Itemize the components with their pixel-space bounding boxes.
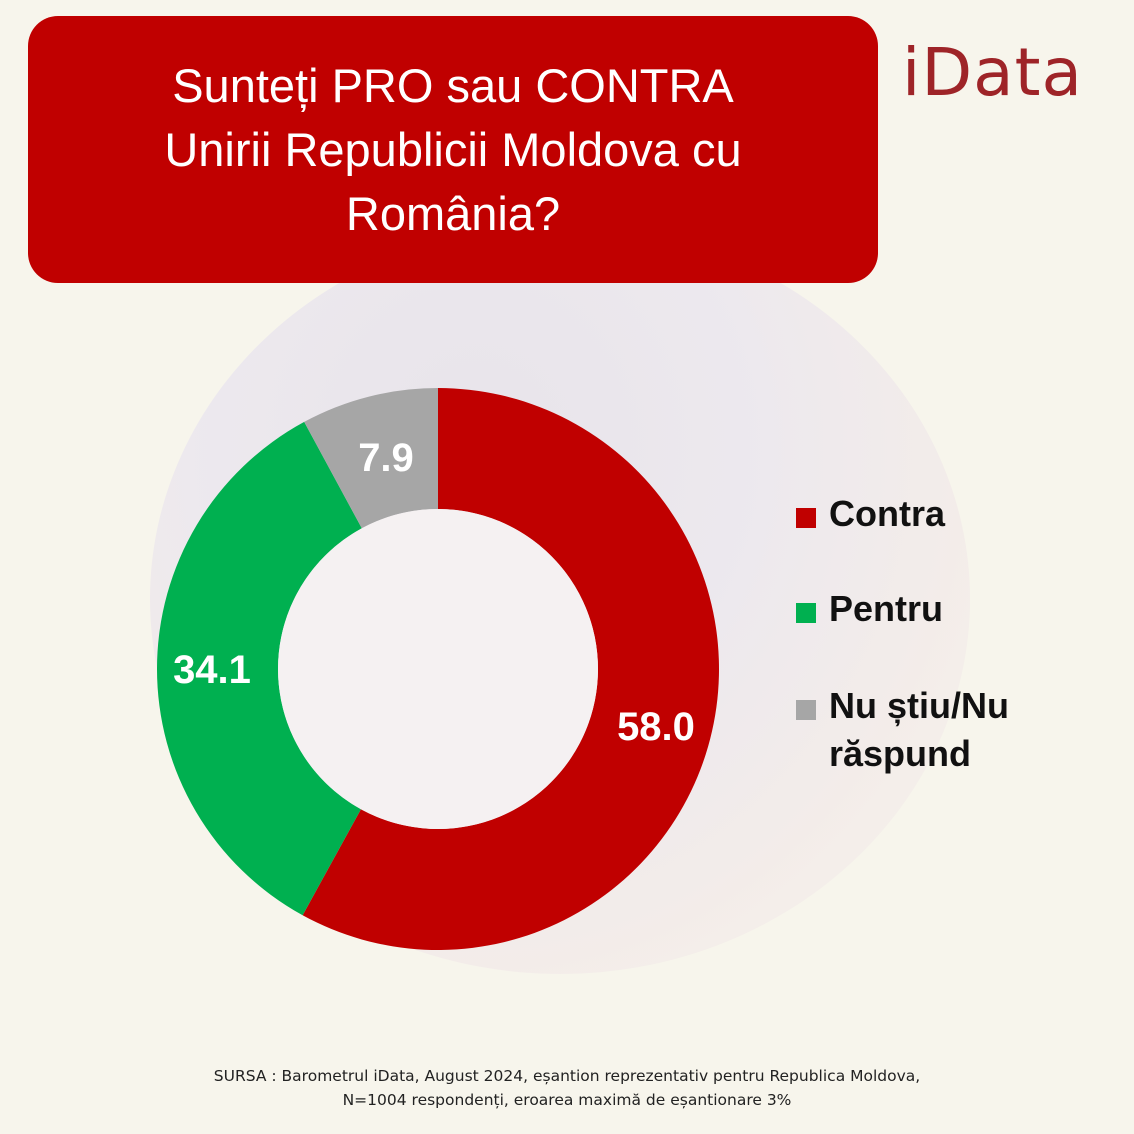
donut-slice-pentru xyxy=(156,421,362,916)
legend-label-contra: Contra xyxy=(829,493,945,534)
donut-slice-contra xyxy=(302,388,720,951)
donut-slice-nu-stiu xyxy=(304,388,438,529)
donut-hole xyxy=(278,509,598,829)
legend-swatch-contra xyxy=(796,508,816,528)
legend-item-pentru: Pentru xyxy=(796,585,1079,633)
title-line-3: România? xyxy=(345,186,561,240)
source-line-2: N=1004 respondenți, eroarea maximă de eș… xyxy=(342,1091,792,1109)
legend-item-nu-stiu: Nu știu/Nu răspund xyxy=(796,682,1079,778)
source-note: SURSA : Barometrul iData, August 2024, e… xyxy=(0,1064,1134,1112)
legend-swatch-pentru xyxy=(796,603,816,623)
source-line-1: SURSA : Barometrul iData, August 2024, e… xyxy=(213,1067,921,1085)
data-label-pentru: 34.1 xyxy=(173,648,251,692)
title-line-1: Sunteți PRO sau CONTRA xyxy=(172,58,734,112)
legend-swatch-nu-stiu xyxy=(796,700,816,720)
legend-item-contra: Contra xyxy=(796,490,1079,538)
title-line-2: Unirii Republicii Moldova cu xyxy=(164,122,742,176)
idata-logo: iData xyxy=(902,34,1083,111)
title-banner: Sunteți PRO sau CONTRA Unirii Republicii… xyxy=(28,16,878,283)
legend-label-pentru: Pentru xyxy=(829,588,944,629)
data-label-contra: 58.0 xyxy=(617,705,695,749)
data-label-nu-stiu: 7.9 xyxy=(358,436,414,480)
legend-label-nu-stiu: Nu știu/Nu răspund xyxy=(829,685,1009,774)
